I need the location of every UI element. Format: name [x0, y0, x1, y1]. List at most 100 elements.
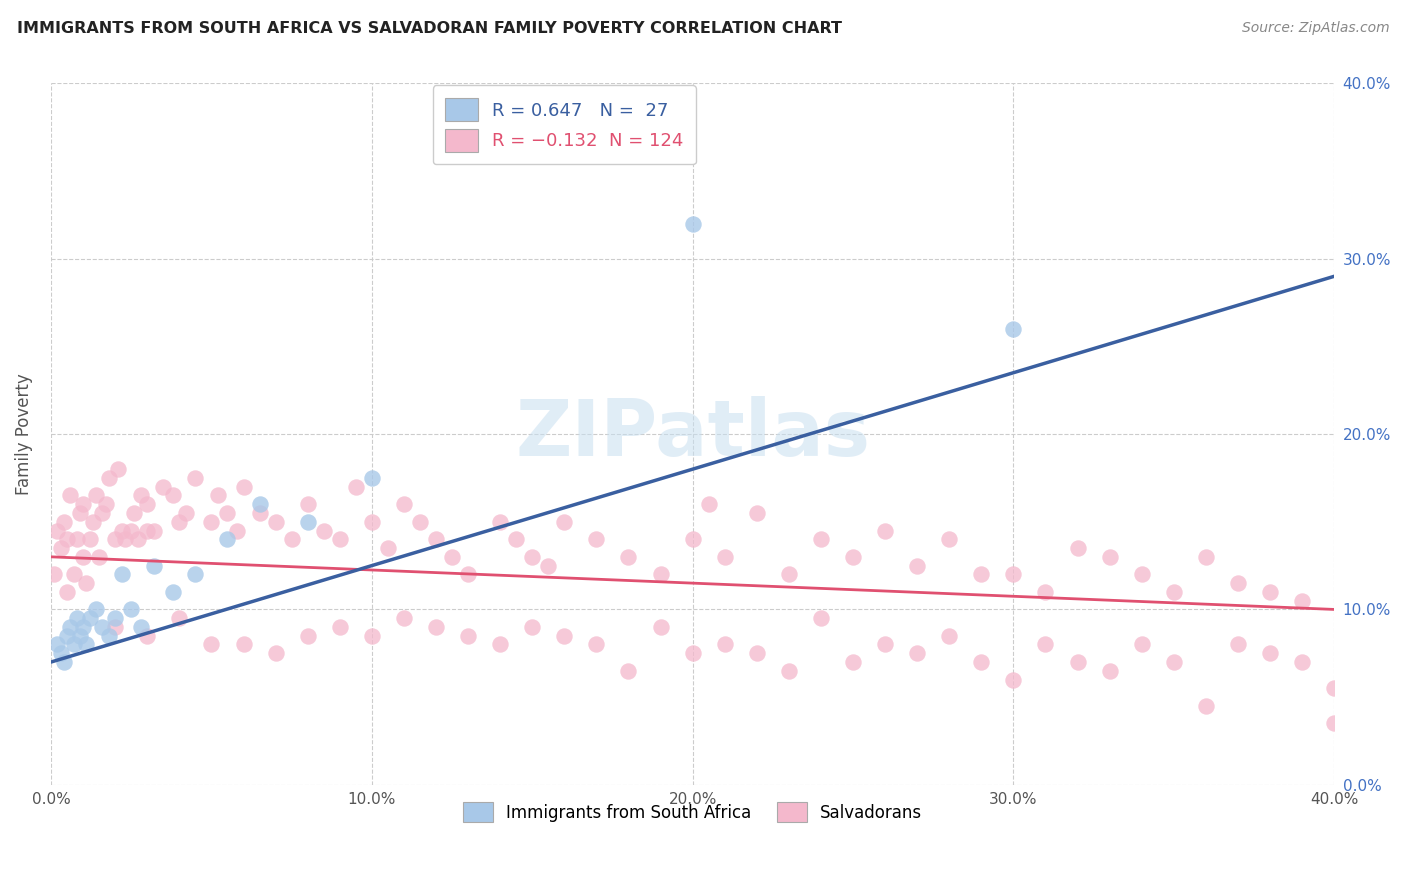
Point — [152, 480, 174, 494]
Point — [1066, 541, 1088, 555]
Point — [49, 646, 72, 660]
Point — [120, 524, 142, 538]
Point — [810, 533, 832, 547]
Point — [505, 533, 527, 547]
Point — [142, 524, 165, 538]
Point — [217, 506, 239, 520]
Point — [1258, 646, 1281, 660]
Point — [217, 533, 239, 547]
Point — [169, 515, 191, 529]
Point — [1258, 585, 1281, 599]
Point — [553, 515, 575, 529]
Point — [713, 549, 735, 564]
Point — [522, 549, 544, 564]
Point — [79, 611, 101, 625]
Y-axis label: Family Poverty: Family Poverty — [15, 373, 32, 495]
Point — [72, 620, 94, 634]
Point — [79, 533, 101, 547]
Point — [174, 506, 197, 520]
Point — [344, 480, 367, 494]
Point — [842, 549, 865, 564]
Point — [142, 558, 165, 573]
Point — [713, 638, 735, 652]
Point — [200, 515, 222, 529]
Text: Source: ZipAtlas.com: Source: ZipAtlas.com — [1241, 21, 1389, 35]
Point — [875, 524, 897, 538]
Point — [297, 515, 319, 529]
Point — [425, 533, 447, 547]
Point — [1035, 585, 1057, 599]
Point — [377, 541, 399, 555]
Point — [682, 533, 704, 547]
Point — [297, 497, 319, 511]
Point — [1226, 576, 1249, 591]
Point — [97, 471, 120, 485]
Point — [59, 488, 82, 502]
Point — [114, 533, 136, 547]
Point — [111, 567, 134, 582]
Point — [553, 629, 575, 643]
Point — [107, 462, 129, 476]
Point — [409, 515, 432, 529]
Point — [745, 506, 768, 520]
Point — [778, 664, 800, 678]
Point — [1163, 585, 1185, 599]
Point — [97, 629, 120, 643]
Point — [104, 533, 127, 547]
Point — [392, 611, 415, 625]
Point — [392, 497, 415, 511]
Point — [938, 533, 960, 547]
Point — [69, 629, 91, 643]
Point — [1226, 638, 1249, 652]
Point — [69, 506, 91, 520]
Point — [56, 533, 79, 547]
Point — [1291, 655, 1313, 669]
Point — [1323, 681, 1346, 696]
Point — [249, 497, 271, 511]
Point — [312, 524, 335, 538]
Point — [66, 611, 89, 625]
Point — [226, 524, 249, 538]
Point — [264, 646, 287, 660]
Point — [617, 549, 640, 564]
Point — [136, 524, 159, 538]
Point — [522, 620, 544, 634]
Point — [1291, 593, 1313, 607]
Point — [104, 611, 127, 625]
Point — [127, 533, 149, 547]
Point — [94, 497, 117, 511]
Point — [84, 488, 107, 502]
Point — [1163, 655, 1185, 669]
Point — [1130, 567, 1153, 582]
Point — [489, 515, 512, 529]
Point — [682, 217, 704, 231]
Point — [89, 549, 111, 564]
Point — [72, 497, 94, 511]
Point — [1195, 549, 1218, 564]
Point — [232, 638, 254, 652]
Point — [280, 533, 302, 547]
Point — [905, 646, 928, 660]
Point — [1066, 655, 1088, 669]
Point — [59, 620, 82, 634]
Point — [810, 611, 832, 625]
Point — [970, 567, 993, 582]
Point — [360, 515, 382, 529]
Point — [617, 664, 640, 678]
Point — [875, 638, 897, 652]
Point — [207, 488, 229, 502]
Point — [44, 567, 66, 582]
Point — [62, 638, 84, 652]
Point — [52, 515, 75, 529]
Point — [162, 488, 184, 502]
Point — [136, 497, 159, 511]
Point — [56, 585, 79, 599]
Point — [585, 638, 607, 652]
Point — [1195, 698, 1218, 713]
Point — [84, 602, 107, 616]
Point — [49, 541, 72, 555]
Point — [297, 629, 319, 643]
Point — [120, 602, 142, 616]
Point — [778, 567, 800, 582]
Legend: Immigrants from South Africa, Salvadorans: Immigrants from South Africa, Salvadoran… — [457, 796, 929, 829]
